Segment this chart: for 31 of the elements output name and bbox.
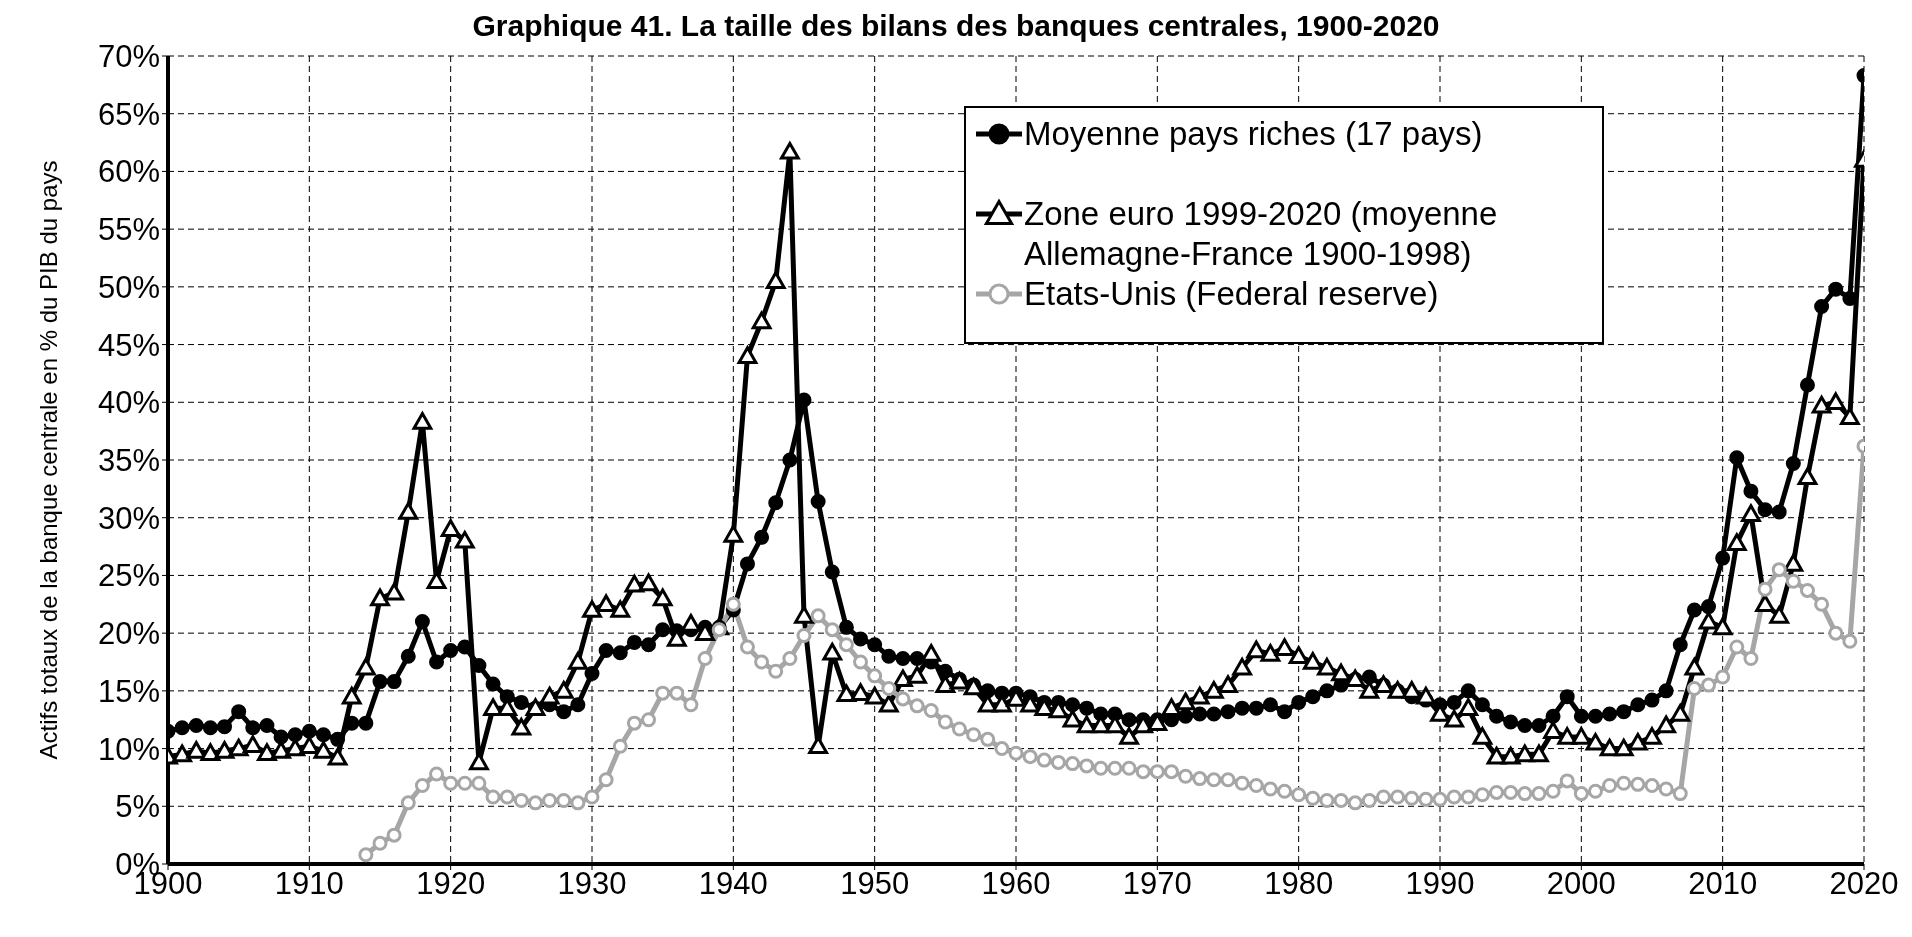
- x-tick-label: 1910: [274, 866, 344, 902]
- y-tick-label: 15%: [97, 673, 160, 709]
- y-tick-label: 45%: [97, 327, 160, 363]
- legend-label: Zone euro 1999-2020 (moyenne Allemagne-France 1900-1998): [1024, 194, 1499, 274]
- x-tick-label: 1990: [1405, 866, 1475, 902]
- x-tick-label: 1940: [698, 866, 768, 902]
- y-tick-label: 50%: [97, 269, 160, 305]
- y-tick-label: 30%: [97, 500, 160, 536]
- y-tick-label: 55%: [97, 212, 160, 248]
- y-tick-label: 25%: [97, 558, 160, 594]
- chart-title: Graphique 41. La taille des bilans des banques centrales, 1900-2020: [472, 9, 1440, 42]
- x-tick-label: 1980: [1264, 866, 1334, 902]
- x-tick-label: 2010: [1688, 866, 1758, 902]
- y-tick-label: 10%: [97, 731, 160, 767]
- y-tick-label: 20%: [97, 616, 160, 652]
- y-tick-label: 70%: [97, 39, 160, 75]
- x-tick-label: 2000: [1546, 866, 1616, 902]
- x-tick-label: 1950: [840, 866, 910, 902]
- y-axis-title: Actifs totaux de la banque centrale en % du PIB du pays: [34, 160, 62, 760]
- legend-label: Moyenne pays riches (17 pays): [1024, 114, 1483, 154]
- y-tick-label: 65%: [97, 96, 160, 132]
- legend-label: Etats-Unis (Federal reserve): [1024, 274, 1439, 314]
- x-tick-label: 1920: [416, 866, 486, 902]
- x-tick-label: 2020: [1829, 866, 1899, 902]
- y-tick-label: 40%: [97, 385, 160, 421]
- y-tick-label: 60%: [97, 154, 160, 190]
- y-tick-label: 35%: [97, 443, 160, 479]
- y-tick-label: 5%: [115, 789, 160, 825]
- x-tick-label: 1930: [557, 866, 627, 902]
- x-tick-label: 1970: [1122, 866, 1192, 902]
- x-tick-label: 1960: [981, 866, 1051, 902]
